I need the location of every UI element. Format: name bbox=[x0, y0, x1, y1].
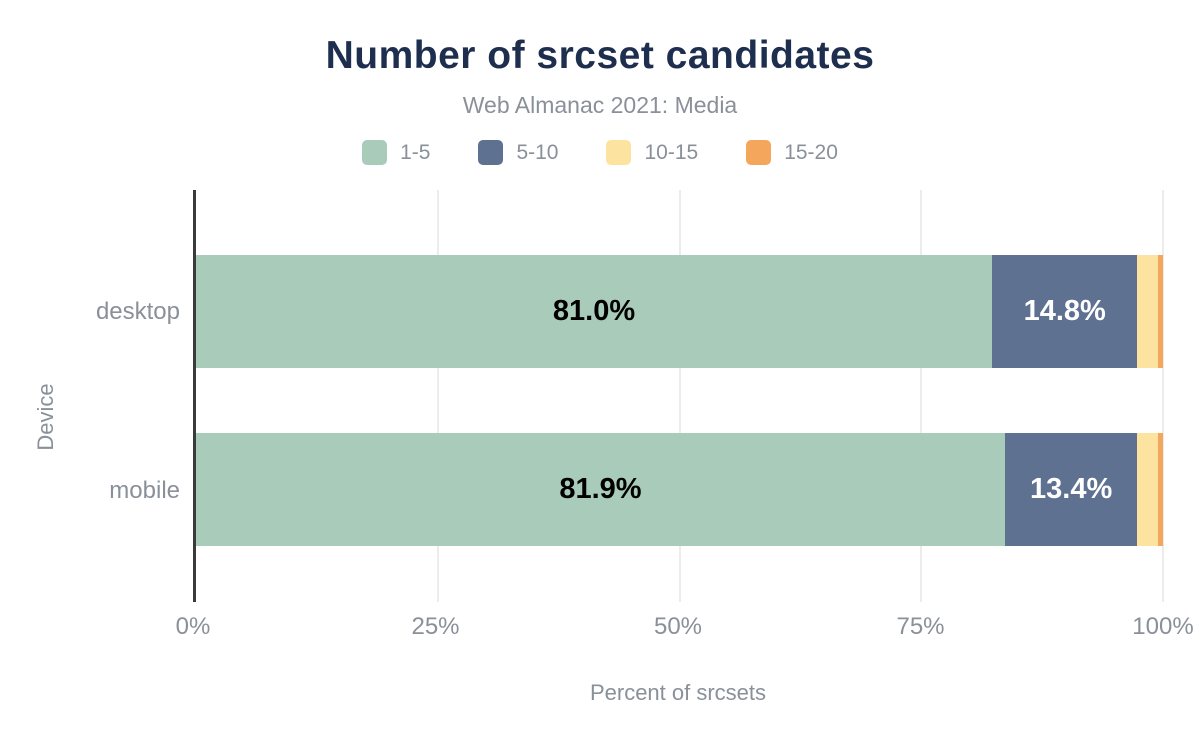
bar-segment-1-5[interactable]: 81.0% bbox=[196, 255, 992, 368]
bar-segment-5-10[interactable]: 14.8% bbox=[992, 255, 1138, 368]
legend-item-5-10[interactable]: 5-10 bbox=[478, 140, 558, 165]
legend-swatch-icon bbox=[746, 140, 772, 165]
legend-label: 5-10 bbox=[516, 140, 559, 164]
legend-swatch-icon bbox=[478, 140, 504, 165]
bar-desktop: 81.0% 14.8% bbox=[196, 255, 1163, 368]
bar-segment-15-20[interactable] bbox=[1158, 433, 1164, 546]
y-tick-mobile: mobile bbox=[109, 477, 180, 504]
bar-mobile: 81.9% 13.4% bbox=[196, 433, 1164, 546]
gridline-75 bbox=[920, 190, 923, 602]
x-axis-title: Percent of srcsets bbox=[589, 680, 767, 705]
bar-segment-5-10[interactable]: 13.4% bbox=[1004, 433, 1138, 546]
y-axis-title: Device bbox=[33, 383, 58, 451]
legend-swatch-icon bbox=[362, 140, 388, 165]
x-tick-25: 25% bbox=[411, 613, 460, 640]
bar-segment-15-20[interactable] bbox=[1158, 255, 1163, 368]
bar-segment-10-15[interactable] bbox=[1137, 255, 1159, 368]
bar-value-label: 14.8% bbox=[1023, 295, 1106, 327]
legend-item-15-20[interactable]: 15-20 bbox=[746, 140, 838, 165]
legend-swatch-icon bbox=[606, 140, 632, 165]
legend: 1-5 5-10 10-15 15-20 bbox=[0, 140, 1200, 165]
legend-item-1-5[interactable]: 1-5 bbox=[362, 140, 430, 165]
bar-value-label: 81.9% bbox=[559, 473, 642, 505]
y-tick-desktop: desktop bbox=[95, 298, 180, 325]
gridline-25 bbox=[436, 190, 439, 602]
bar-value-label: 13.4% bbox=[1030, 473, 1113, 505]
gridline-100 bbox=[1162, 190, 1164, 602]
chart-title: Number of srcset candidates bbox=[325, 34, 875, 77]
legend-label: 1-5 bbox=[400, 140, 431, 164]
x-tick-50: 50% bbox=[653, 613, 703, 640]
bar-segment-1-5[interactable]: 81.9% bbox=[196, 433, 1005, 546]
x-tick-75: 75% bbox=[896, 613, 945, 640]
legend-label: 15-20 bbox=[784, 140, 838, 164]
gridline-50 bbox=[678, 190, 681, 602]
x-tick-100: 100% bbox=[1132, 613, 1194, 640]
legend-label: 10-15 bbox=[644, 140, 699, 164]
chart-subtitle: Web Almanac 2021: Media bbox=[462, 92, 738, 118]
x-tick-0: 0% bbox=[175, 613, 211, 640]
bar-segment-10-15[interactable] bbox=[1137, 433, 1159, 546]
bar-value-label: 81.0% bbox=[552, 295, 636, 327]
legend-item-10-15[interactable]: 10-15 bbox=[606, 140, 698, 165]
plot-area: 81.0% 14.8% 81.9% 13.4% bbox=[193, 190, 1164, 602]
